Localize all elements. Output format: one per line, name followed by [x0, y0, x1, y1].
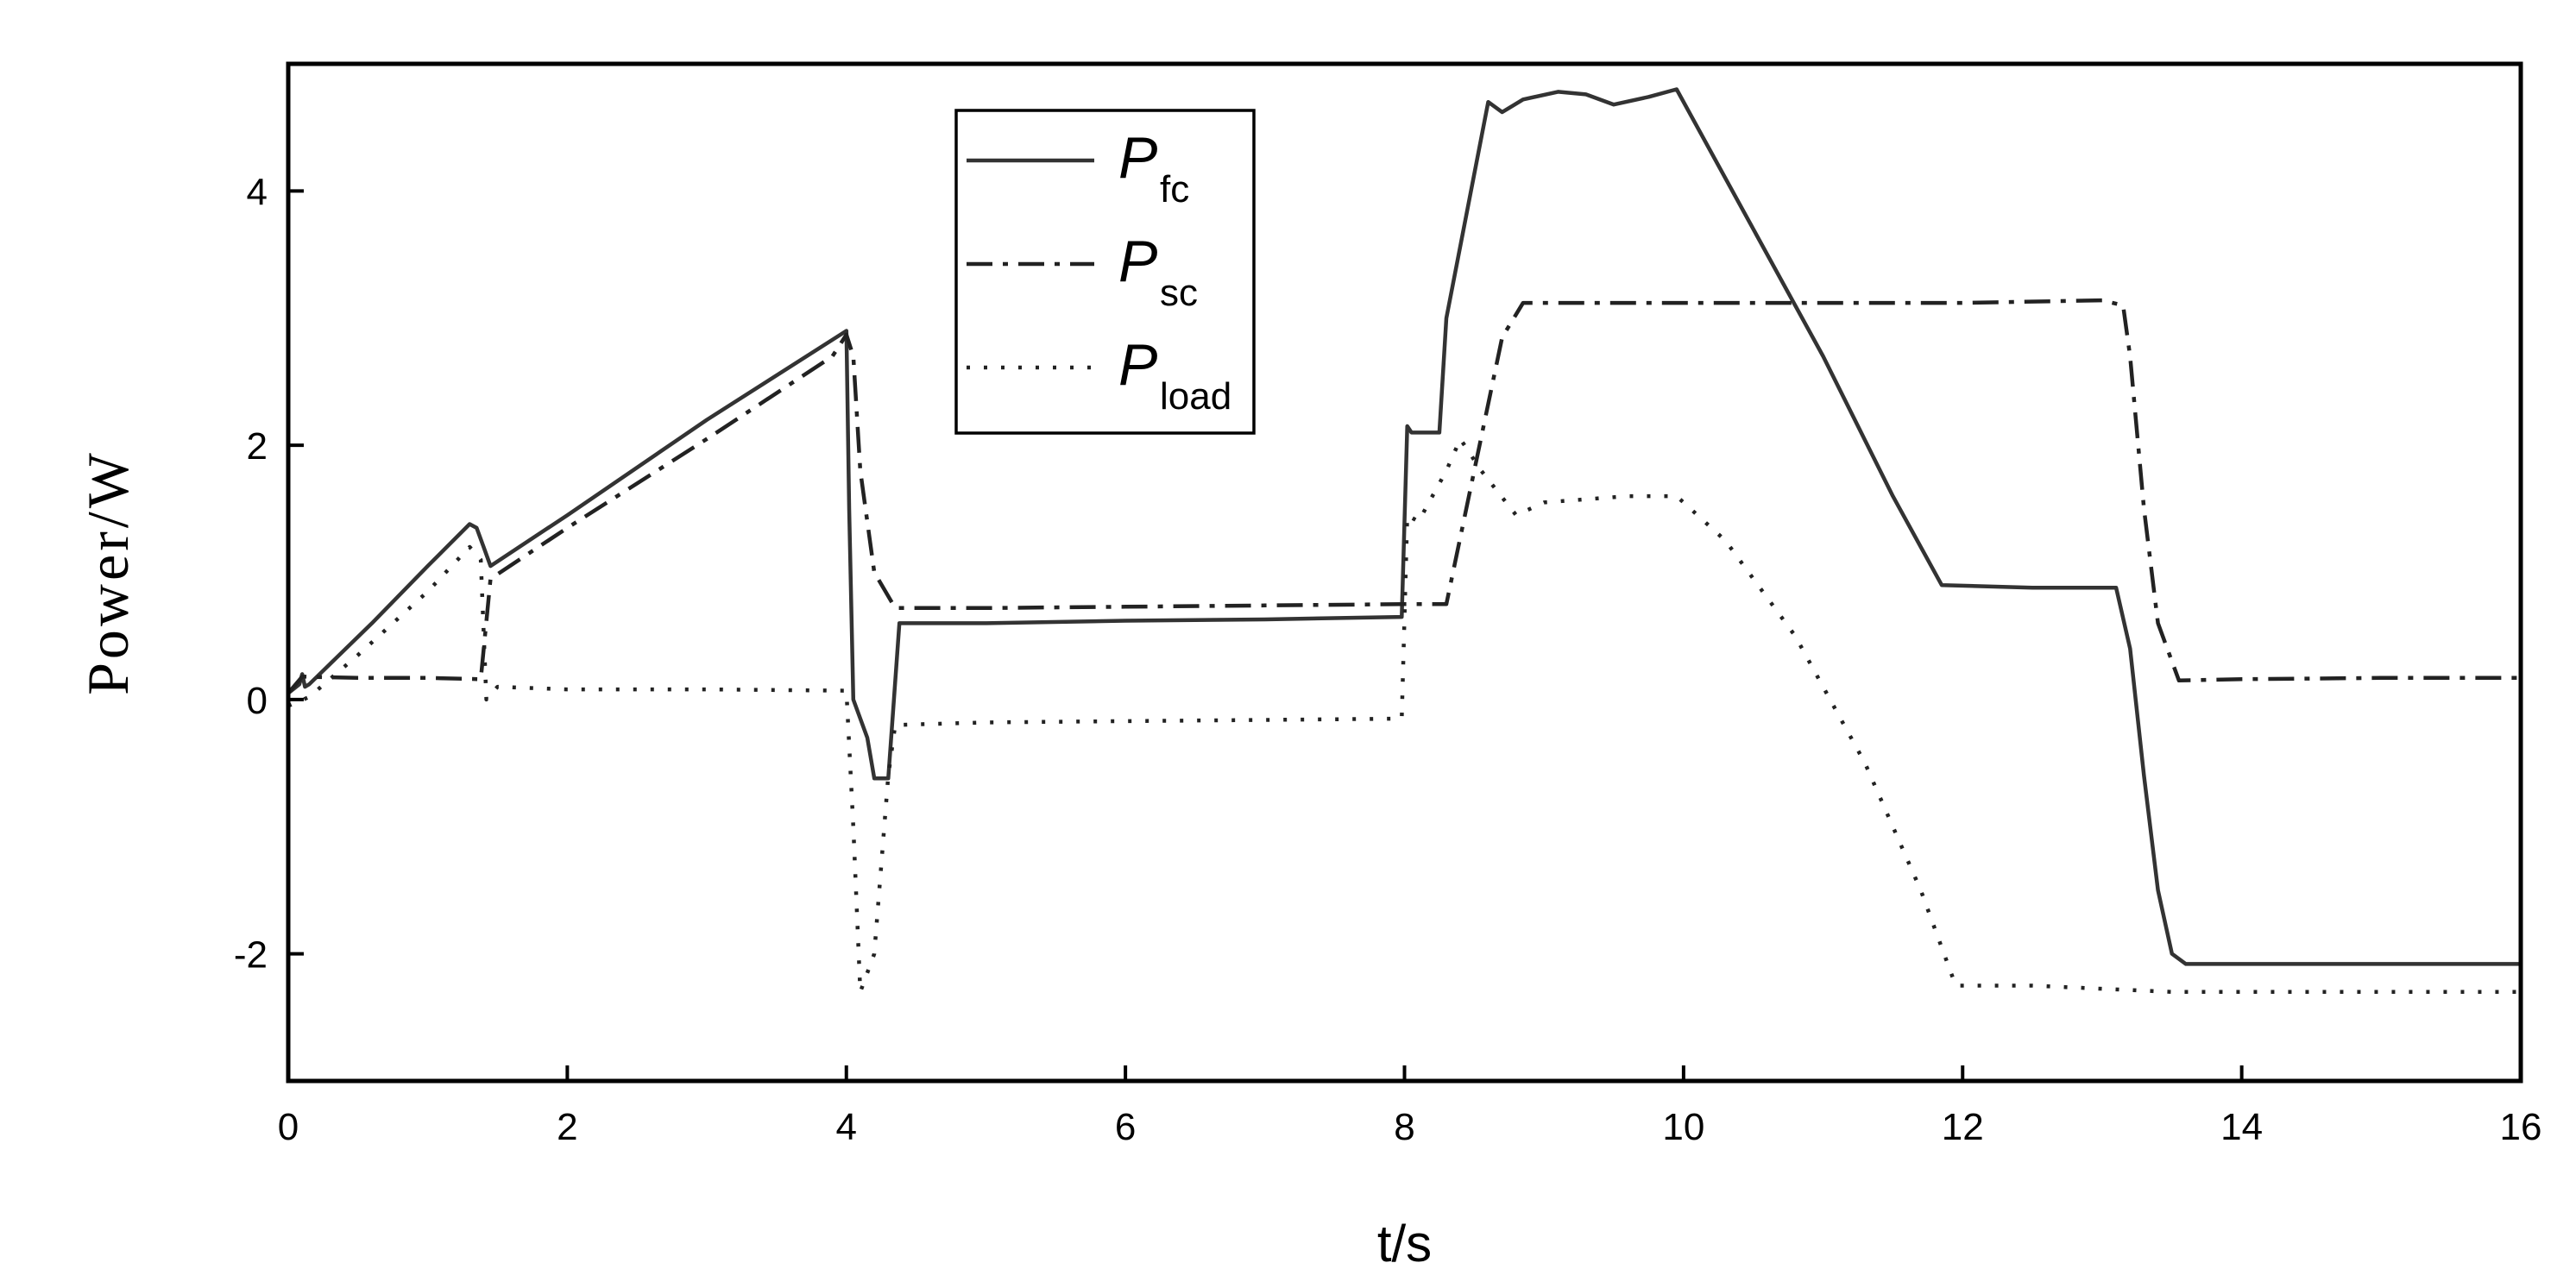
series-layer [287, 87, 2521, 995]
x-tick-label: 14 [2220, 1106, 2263, 1148]
legend-sublabel-psc: sc [1160, 272, 1198, 314]
legend-box [954, 109, 1256, 435]
series-line-pload [287, 437, 2521, 995]
series-line-pfc [287, 87, 2521, 966]
legend-label-psc: P [1118, 229, 1157, 294]
x-tick-label: 4 [836, 1106, 857, 1148]
x-tick-label: 0 [278, 1106, 299, 1148]
x-tick-label: 6 [1115, 1106, 1136, 1148]
x-tick-label: 2 [557, 1106, 577, 1148]
y-tick-label: -2 [234, 934, 268, 977]
y-tick-label: 2 [247, 425, 268, 468]
ticks-layer: 0 2 4 6 8 10 12 14 16 -2 0 2 4 [234, 171, 2542, 1148]
x-tick-label: 12 [1942, 1106, 1984, 1148]
legend-label-pfc: P [1118, 125, 1157, 191]
series-line-psc [287, 298, 2521, 694]
x-tick-label: 16 [2500, 1106, 2542, 1148]
y-tick-label: 0 [247, 680, 268, 722]
x-tick-label: 8 [1394, 1106, 1414, 1148]
legend-sublabel-pload: load [1160, 375, 1231, 418]
y-axis-title: Power/W [75, 449, 141, 695]
legend-sublabel-pfc: fc [1160, 168, 1189, 210]
x-axis-title: t/s [1377, 1215, 1432, 1272]
y-tick-label: 4 [247, 171, 268, 213]
legend-label-pload: P [1118, 332, 1157, 398]
x-tick-label: 10 [1662, 1106, 1704, 1148]
